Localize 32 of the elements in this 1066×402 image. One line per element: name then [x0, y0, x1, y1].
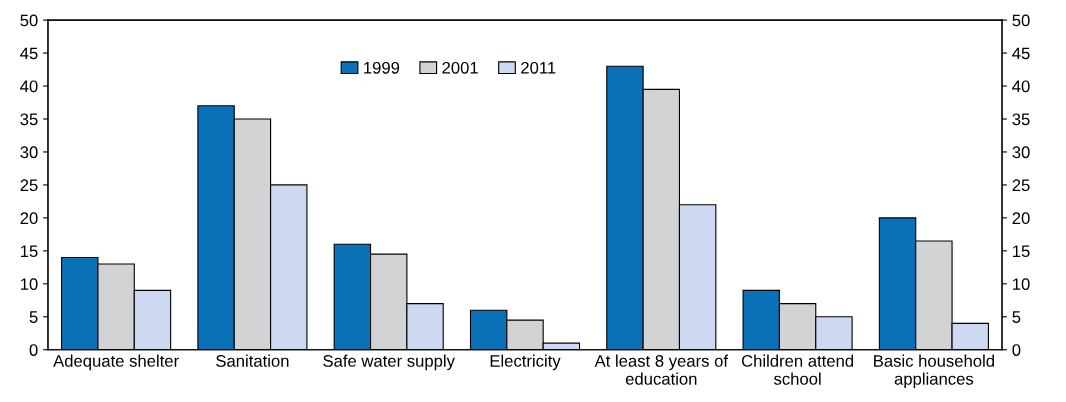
y2-tick-label: 10: [1013, 278, 1030, 291]
x-tick-label: Safe water supply: [323, 354, 455, 371]
x-tick-label: Basic household appliances: [874, 354, 994, 389]
y2-tick-label: 5: [1012, 311, 1021, 323]
y-tick-label: 40: [20, 80, 38, 93]
y2-tick-label: 15: [1013, 245, 1030, 258]
y2-tick-label: 40: [1012, 80, 1030, 93]
y-tick-label: 45: [20, 47, 38, 60]
y-tick-label: 15: [20, 245, 38, 258]
y-tick-label: 5: [29, 311, 38, 323]
x-tick-label: Electricity: [490, 354, 561, 371]
y2-tick-label: 35: [1012, 113, 1030, 126]
y2-tick-label: 0: [1012, 344, 1021, 356]
x-tick-label: At least 8 years of education: [594, 354, 729, 385]
y-tick-label: 20: [20, 212, 38, 225]
y2-tick-label: 20: [1012, 212, 1030, 225]
legend-label: 2001: [442, 61, 478, 74]
y2-tick-label: 30: [1012, 146, 1030, 159]
y2-tick-label: 25: [1012, 179, 1030, 192]
x-tick-label: Sanitation: [216, 354, 289, 367]
y-tick-label: 50: [20, 14, 38, 27]
y-tick-label: 35: [20, 113, 38, 126]
y-tick-label: 0: [29, 344, 38, 356]
y-tick-label: 25: [20, 179, 38, 192]
y2-tick-label: 45: [1012, 47, 1030, 60]
legend-label: 1999: [364, 61, 400, 74]
legend-label: 2011: [521, 61, 556, 74]
x-tick-label: Children attend school: [741, 354, 854, 385]
y-tick-label: 30: [20, 146, 38, 159]
x-tick-label: Adequate shelter: [53, 354, 179, 371]
y-tick-label: 10: [20, 278, 38, 291]
y2-tick-label: 50: [1012, 14, 1030, 27]
